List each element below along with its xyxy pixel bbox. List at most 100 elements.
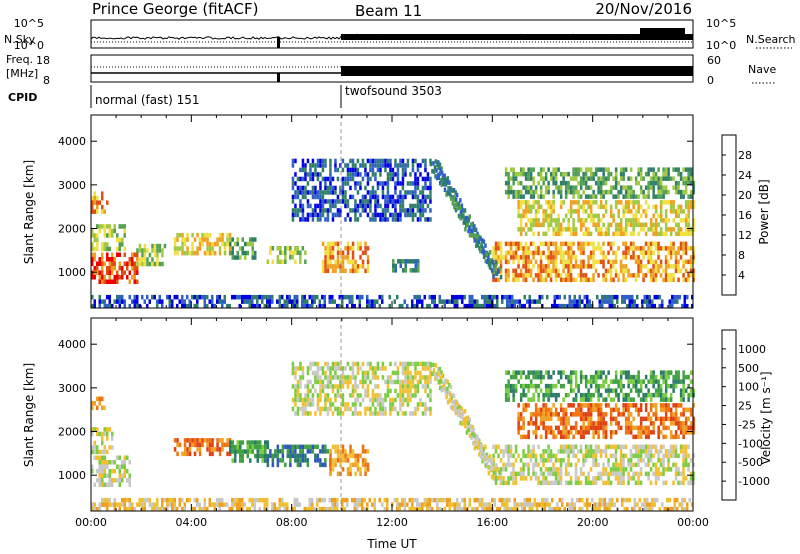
data-cell — [103, 209, 106, 214]
data-cell — [359, 411, 362, 416]
data-cell — [146, 294, 149, 300]
data-cell — [607, 227, 610, 232]
data-cell — [371, 299, 374, 304]
data-cell — [341, 190, 345, 195]
data-cell — [406, 303, 409, 309]
data-cell — [354, 199, 357, 204]
data-cell — [161, 252, 164, 258]
date-title: 20/Nov/2016 — [595, 0, 692, 18]
data-cell — [664, 374, 668, 380]
data-cell — [173, 502, 176, 507]
data-cell — [326, 506, 329, 512]
data-cell — [369, 163, 372, 168]
data-cell — [559, 374, 563, 380]
data-cell — [689, 246, 693, 251]
data-cell — [236, 255, 239, 260]
data-cell — [619, 231, 623, 237]
data-cell — [381, 158, 385, 164]
data-cell — [296, 379, 300, 385]
data-cell — [294, 375, 297, 380]
data-cell — [424, 411, 427, 416]
data-cell — [578, 299, 581, 304]
data-cell — [416, 497, 419, 503]
data-cell — [594, 453, 598, 459]
data-cell — [246, 440, 249, 445]
data-cell — [301, 203, 305, 209]
data-cell — [504, 449, 508, 454]
data-cell — [221, 299, 224, 304]
data-cell — [216, 294, 219, 300]
data-cell — [602, 259, 605, 265]
data-cell — [619, 471, 623, 477]
data-cell — [539, 407, 543, 413]
data-cell — [201, 442, 204, 448]
data-cell — [632, 471, 635, 477]
data-cell — [101, 396, 104, 402]
data-cell — [576, 299, 579, 304]
data-cell — [161, 303, 164, 309]
data-cell — [183, 451, 187, 457]
data-cell — [133, 266, 136, 271]
data-cell — [291, 453, 295, 459]
data-cell — [522, 467, 525, 472]
data-cell — [101, 473, 104, 478]
data-cell — [324, 158, 327, 164]
data-cell — [637, 370, 640, 375]
data-cell — [213, 506, 216, 512]
data-cell — [96, 449, 99, 455]
data-cell — [96, 427, 99, 432]
data-cell — [569, 176, 573, 181]
data-cell — [559, 421, 563, 426]
data-cell — [301, 370, 305, 376]
data-cell — [659, 231, 663, 237]
data-cell — [356, 264, 360, 269]
data-cell — [186, 294, 189, 300]
data-cell — [614, 268, 618, 274]
data-cell — [329, 375, 332, 380]
data-cell — [517, 416, 520, 422]
data-cell — [98, 473, 101, 478]
data-cell — [116, 275, 119, 280]
data-cell — [592, 171, 595, 177]
data-cell — [547, 449, 550, 454]
data-cell — [318, 303, 321, 309]
data-cell — [411, 167, 415, 173]
data-cell — [508, 294, 511, 300]
data-cell — [574, 453, 578, 459]
data-cell — [689, 200, 693, 205]
data-cell — [452, 188, 456, 193]
data-cell — [524, 222, 528, 228]
data-cell — [424, 402, 427, 407]
data-cell — [499, 264, 503, 269]
data-cell — [652, 453, 655, 459]
data-cell — [664, 480, 668, 486]
data-cell — [572, 194, 575, 199]
data-cell — [554, 434, 558, 440]
data-cell — [106, 303, 109, 309]
data-cell — [331, 203, 335, 209]
data-cell — [259, 453, 262, 459]
data-cell — [617, 383, 620, 389]
data-cell — [311, 176, 315, 182]
data-cell — [572, 209, 575, 214]
data-cell — [573, 299, 576, 304]
data-cell — [384, 181, 387, 186]
power-x-ticks — [90, 115, 694, 308]
data-cell — [597, 185, 600, 190]
data-cell — [609, 277, 613, 283]
data-cell — [233, 497, 236, 503]
data-cell — [93, 502, 96, 507]
data-cell — [612, 471, 615, 477]
data-cell — [326, 241, 330, 247]
data-cell — [499, 476, 503, 481]
data-cell — [504, 388, 508, 393]
data-cell — [323, 497, 326, 503]
data-cell — [532, 204, 535, 210]
data-cell — [401, 203, 405, 209]
data-cell — [304, 167, 307, 173]
data-cell — [642, 458, 645, 463]
data-cell — [664, 209, 668, 214]
data-cell — [136, 266, 139, 271]
data-cell — [492, 246, 495, 251]
data-cell — [599, 167, 603, 172]
